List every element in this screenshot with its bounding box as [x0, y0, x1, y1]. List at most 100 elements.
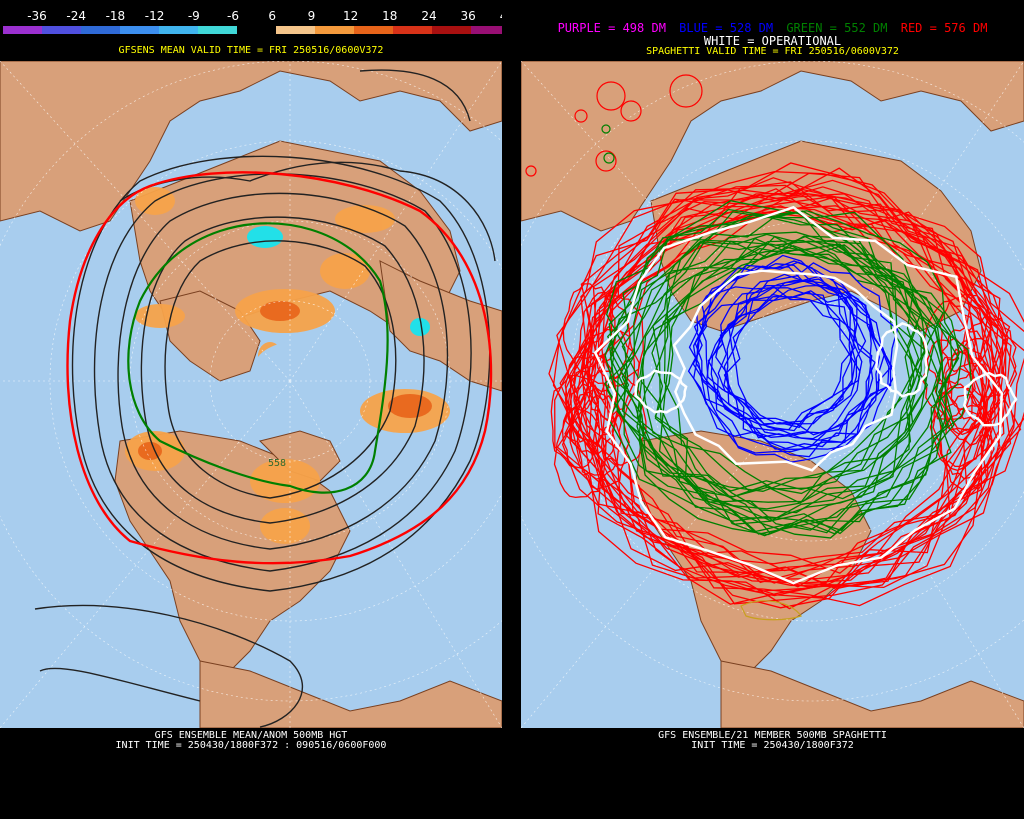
colorbar-swatch — [315, 26, 354, 34]
spaghetti-member-contour — [591, 172, 1024, 588]
mean-caption-title: GFS ENSEMBLE MEAN/ANOM 500MB HGT — [154, 730, 348, 741]
contour-576 — [66, 171, 493, 565]
contour-552 — [127, 222, 389, 494]
anomaly-colorbar — [3, 26, 510, 34]
spaghetti-member-contour — [717, 273, 886, 436]
spaghetti-member-contour — [939, 292, 993, 375]
colorbar-tick-label: -24 — [66, 9, 86, 23]
spaghetti-caption-init: INIT TIME = 250430/1800F372 — [691, 740, 854, 751]
spaghetti-member-contour — [599, 211, 1024, 607]
ensemble-mean-map: 558 — [0, 61, 502, 728]
spaghetti-member-contour — [943, 362, 995, 447]
spaghetti-legend: PURPLE = 498 DM BLUE = 528 DM GREEN = 55… — [521, 21, 1024, 35]
spaghetti-member-contour — [552, 198, 986, 580]
colorbar-swatch — [120, 26, 159, 34]
colorbar-tick-label: 12 — [342, 9, 359, 23]
contour-label: 558 — [268, 458, 286, 469]
spaghetti-member-contour — [636, 237, 947, 534]
spaghetti-member-contour — [642, 231, 954, 514]
spaghetti-member-contour — [710, 291, 873, 458]
legend-blue: BLUE = 528 DM — [679, 21, 774, 35]
colorbar-swatch — [393, 26, 432, 34]
colorbar-swatch — [159, 26, 198, 34]
legend-purple: PURPLE = 498 DM — [557, 21, 666, 35]
spaghetti-member-contour — [572, 192, 1015, 584]
colorbar-swatch — [42, 26, 81, 34]
spaghetti-caption-title: GFS ENSEMBLE/21 MEMBER 500MB SPAGHETTI — [658, 730, 887, 741]
spaghetti-member-contour — [688, 266, 856, 431]
colorbar-swatch — [276, 26, 315, 34]
colorbar-tick-label: -12 — [144, 9, 165, 23]
spaghetti-minor-contour — [740, 600, 802, 621]
spaghetti-member-contour — [564, 348, 618, 444]
spaghetti-member-contour — [658, 235, 952, 535]
ensemble-mean-panel: -36-24-18-12-9-6691218243648 GFSENS MEAN… — [0, 0, 515, 819]
spaghetti-member-contour — [606, 208, 919, 504]
colorbar-swatch — [237, 26, 276, 34]
spaghetti-member-contour — [578, 291, 631, 389]
mean-map-svg: 558 — [0, 61, 502, 728]
spaghetti-member-contour — [580, 162, 1011, 574]
spaghetti-member-contour — [606, 214, 927, 492]
mean-caption-init: INIT TIME = 250430/1800F372 : 090516/060… — [115, 740, 387, 751]
colorbar-tick-label: -6 — [227, 9, 239, 23]
legend-green: GREEN = 552 DM — [786, 21, 888, 35]
spaghetti-member-contour — [728, 262, 899, 436]
arctic-ocean — [255, 341, 345, 391]
spaghetti-member-contour — [564, 353, 619, 447]
spaghetti-panel: PURPLE = 498 DM BLUE = 528 DM GREEN = 55… — [521, 0, 1024, 819]
spaghetti-member-contour — [693, 286, 856, 438]
colorbar-tick-label: 36 — [460, 9, 476, 23]
colorbar-swatch — [81, 26, 120, 34]
spaghetti-member-contour — [948, 337, 1003, 423]
spaghetti-member-contour — [654, 235, 973, 531]
spaghetti-member-contour — [593, 205, 1004, 585]
spaghetti-member-contour — [634, 369, 688, 414]
panel-divider — [502, 0, 521, 819]
colorbar-tick-label: 6 — [268, 9, 277, 23]
spaghetti-valid-time: SPAGHETTI VALID TIME = FRI 250516/0600V3… — [646, 46, 899, 57]
colorbar-swatch — [3, 26, 42, 34]
spaghetti-member-contour — [723, 290, 896, 450]
colorbar-ticks: -36-24-18-12-9-6691218243648 — [0, 9, 515, 23]
spaghetti-red-small-loops — [525, 74, 703, 177]
spaghetti-member-contour — [932, 383, 988, 468]
spaghetti-map-svg — [521, 61, 1024, 728]
colorbar-swatch — [432, 26, 471, 34]
spaghetti-member-contour — [568, 179, 1004, 572]
legend-operational: WHITE = OPERATIONAL — [703, 34, 842, 48]
lat-lon-grid — [521, 61, 1024, 728]
colorbar-swatch — [354, 26, 393, 34]
colorbar-tick-label: -9 — [187, 9, 200, 23]
spaghetti-member-contour — [962, 371, 1018, 427]
colorbar-tick-label: -36 — [27, 9, 47, 23]
spaghetti-green-small-loops — [601, 124, 615, 164]
spaghetti-member-contour — [553, 406, 607, 499]
spaghetti-member-contour — [687, 286, 861, 454]
spaghetti-member-contour — [561, 382, 617, 476]
colorbar-swatch — [198, 26, 237, 34]
spaghetti-member-contour — [621, 211, 944, 493]
spaghetti-member-contour — [694, 261, 863, 429]
colorbar-swatch — [471, 26, 510, 34]
mean-valid-time: GFSENS MEAN VALID TIME = FRI 250516/0600… — [118, 45, 384, 56]
colorbar-tick-label: -18 — [105, 9, 126, 23]
spaghetti-member-contour — [606, 233, 922, 510]
spaghetti-member-contour — [715, 278, 880, 441]
spaghetti-member-contour — [569, 205, 1012, 589]
colorbar-tick-label: 18 — [382, 9, 398, 23]
spaghetti-member-contour — [875, 322, 928, 398]
operational-contours — [593, 205, 1018, 585]
spaghetti-member-contour — [636, 247, 949, 539]
height-contours — [34, 69, 496, 728]
colorbar-tick-label: 9 — [307, 9, 316, 23]
spaghetti-member-contour — [573, 196, 1001, 605]
spaghetti-member-contour — [672, 269, 899, 472]
spaghetti-member-contour — [609, 216, 920, 503]
colorbar-tick-label: 24 — [421, 9, 437, 23]
spaghetti-member-contour — [723, 284, 893, 449]
legend-red: RED = 576 DM — [900, 21, 988, 35]
spaghetti-member-contour — [604, 210, 927, 498]
spaghetti-map — [521, 61, 1024, 728]
spaghetti-member-contour — [651, 235, 960, 535]
